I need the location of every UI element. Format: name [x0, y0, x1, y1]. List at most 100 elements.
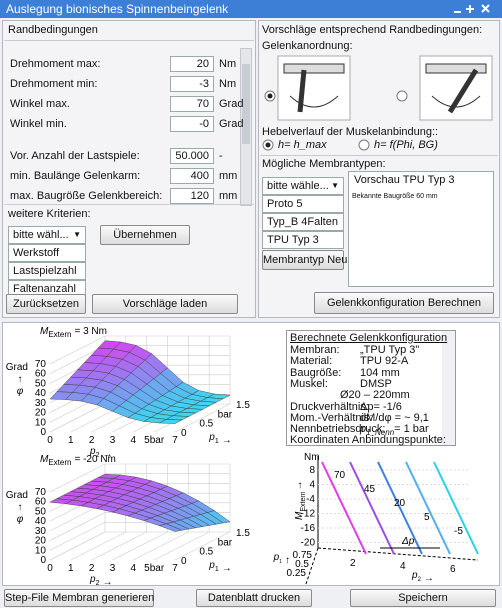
- label-subscript: 1: [215, 566, 219, 573]
- label-text: = 3 Nm: [74, 326, 107, 337]
- x-tick-label: 0: [47, 435, 53, 446]
- config-label: Muskel:: [290, 377, 328, 390]
- field-input[interactable]: 50.000: [170, 148, 214, 164]
- maximize-icon[interactable]: [466, 5, 474, 13]
- section-heading: Vorschläge entsprechend Randbedingungen:: [262, 24, 483, 36]
- new-membrane-button[interactable]: Membrantyp Neu: [262, 250, 347, 270]
- config-scrollbar: [442, 331, 455, 445]
- label-symbol: p: [411, 570, 418, 581]
- x-tick-label: 2: [89, 563, 95, 574]
- title-bar: [0, 0, 502, 18]
- membrane-type[interactable]: Typ_B 4Falten: [262, 213, 344, 231]
- reset-button[interactable]: Zurücksetzen: [6, 294, 86, 314]
- y-tick-label: 4: [309, 480, 315, 491]
- field-unit: mm: [219, 190, 238, 202]
- criteria-option[interactable]: Faltenanzahl: [8, 280, 86, 298]
- z-tick-label: 60: [35, 497, 47, 508]
- lever-option[interactable]: h= f(Phi, BG): [374, 139, 438, 151]
- y-tick-label: 0.5: [199, 547, 213, 558]
- z-tick-label: 60: [35, 369, 47, 380]
- window-controls[interactable]: [450, 2, 500, 16]
- label-symbol: M: [40, 326, 49, 337]
- dropdown-arrow[interactable]: ▼: [73, 230, 81, 239]
- preview-caption: Bekannte Baugröße 60 mm: [352, 193, 438, 200]
- z-tick-label: 10: [35, 417, 47, 428]
- floor-grid: [174, 464, 231, 561]
- x-tick-label: 2: [89, 435, 95, 446]
- config-value: „TPU Typ 3": [360, 344, 420, 356]
- criteria-label: weitere Kriterien:: [8, 208, 91, 220]
- apply-button[interactable]: Übernehmen: [100, 225, 190, 245]
- membrane-type[interactable]: TPU Typ 3: [262, 231, 344, 249]
- label-arrow: →: [102, 577, 112, 588]
- field-input[interactable]: 400: [170, 168, 214, 184]
- z-arrow: ↑: [18, 502, 23, 513]
- floor-grid: [174, 336, 231, 433]
- joint-bar: [425, 63, 487, 74]
- criteria-option[interactable]: Lastspielzahl: [8, 262, 86, 280]
- z-tick-label: 30: [35, 398, 47, 409]
- footer-button[interactable]: Datenblatt drucken: [196, 589, 312, 607]
- joint-arm: [297, 69, 307, 113]
- curve: [405, 461, 451, 555]
- label-subscript: 2: [96, 580, 100, 587]
- field-unit: Nm: [219, 78, 237, 90]
- dropdown-arrow[interactable]: ▼: [331, 181, 339, 190]
- load-button[interactable]: Vorschläge laden: [92, 294, 238, 314]
- label-symbol: p: [89, 446, 96, 457]
- footer-button[interactable]: Step-File Membran generieren: [4, 589, 154, 607]
- config-value: DMSP: [360, 377, 392, 390]
- z-symbol: φ: [17, 514, 24, 525]
- x-tick-label: 3: [110, 435, 116, 446]
- label-text: = -20 Nm: [74, 454, 115, 465]
- label-arrow: →: [102, 449, 112, 460]
- criteria-dropdown[interactable]: bitte wähl... ▼: [8, 226, 86, 244]
- y-axis-label: p1 →: [208, 432, 231, 446]
- radio-button[interactable]: [396, 90, 408, 102]
- membrane-dropdown[interactable]: bitte wähle... ▼: [262, 177, 344, 195]
- window-title: Auslegung bionisches Spinnenbeingelenk: [6, 2, 229, 16]
- x-tick-label: 4: [400, 561, 406, 572]
- z-tick-label: 20: [35, 536, 47, 547]
- close-icon[interactable]: [481, 4, 490, 13]
- field-label: Vor. Anzahl der Lastspiele:: [10, 150, 140, 162]
- dp-label: Δp: [401, 536, 415, 547]
- field-unit: Grad: [219, 118, 244, 130]
- compute-button[interactable]: Gelenkkonfiguration Berechnen: [314, 292, 494, 314]
- radio-button[interactable]: [358, 139, 370, 151]
- surface-patch: [158, 523, 183, 532]
- scroll-thumb: [242, 64, 250, 144]
- z-tick-label: 70: [35, 487, 47, 498]
- config-label: Koordinaten Anbindungspunkte:: [290, 434, 446, 447]
- curve: [349, 461, 395, 555]
- membrane-type[interactable]: Proto 5: [262, 195, 344, 213]
- y-tick-label: -4: [306, 494, 315, 505]
- x-axis-label: p2 →: [89, 446, 112, 460]
- field-label: min. Baulänge Gelenkarm:: [10, 170, 141, 182]
- x-tick-label: 1: [68, 435, 74, 446]
- config-label: Mom.-Verhältnis:: [290, 411, 373, 424]
- z-tick-label: 40: [35, 516, 47, 527]
- field-input[interactable]: -0: [170, 116, 214, 132]
- footer-button[interactable]: Speichern: [350, 589, 496, 607]
- criteria-option[interactable]: Werkstoff: [8, 244, 86, 262]
- z-tick-label: 0: [40, 555, 46, 566]
- field-input[interactable]: 20: [170, 56, 214, 72]
- label-subscript: 1: [215, 438, 219, 445]
- x-tick-label: 1: [68, 563, 74, 574]
- config-heading: Berechnete Gelenkkonfiguration: [290, 332, 448, 344]
- floor-grid: [133, 464, 189, 561]
- z-unit: Grad: [6, 362, 28, 373]
- y-tick-label: -16: [301, 523, 316, 534]
- membrane-label: Mögliche Membrantypen:: [262, 158, 386, 170]
- field-unit: Grad: [219, 98, 244, 110]
- separator: [4, 204, 254, 205]
- x-tick-label: 7: [172, 563, 178, 574]
- joint-bar: [283, 63, 345, 74]
- lever-option[interactable]: h= h_max: [278, 139, 327, 151]
- y-tick-label: 0: [181, 556, 187, 567]
- field-input[interactable]: 70: [170, 96, 214, 112]
- preview-box: [348, 171, 494, 287]
- field-input[interactable]: -3: [170, 76, 214, 92]
- field-input[interactable]: 120: [170, 188, 214, 204]
